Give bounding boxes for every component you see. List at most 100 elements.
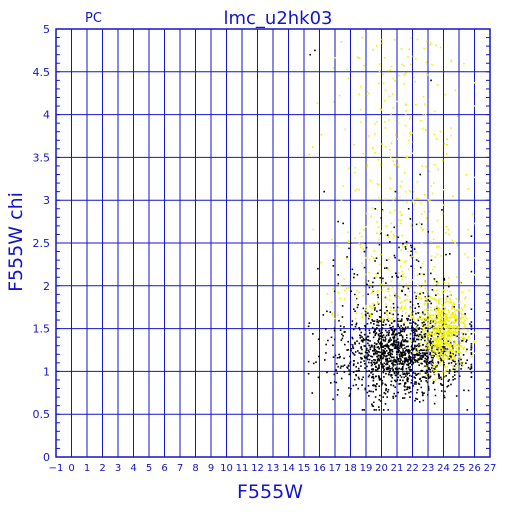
point-black [406, 376, 409, 379]
point-black [335, 381, 338, 384]
point-black [427, 387, 430, 390]
point-black [420, 386, 423, 389]
point-black [415, 329, 417, 331]
point-black [353, 273, 356, 275]
point-black [389, 324, 391, 327]
point-black [415, 312, 417, 315]
point-yellow [395, 197, 397, 199]
point-yellow [370, 315, 372, 318]
point-yellow [416, 274, 419, 276]
point-black [372, 373, 374, 376]
point-black [393, 339, 395, 341]
point-black [382, 334, 385, 336]
point-black [360, 361, 362, 364]
point-black [397, 320, 400, 322]
point-black [417, 382, 420, 385]
point-black [470, 376, 473, 379]
point-yellow [420, 226, 422, 229]
point-black [402, 348, 404, 350]
point-black [457, 360, 460, 362]
point-black [404, 383, 406, 385]
point-black [412, 361, 415, 364]
point-black [409, 359, 411, 361]
point-yellow [450, 325, 453, 328]
point-black [453, 365, 456, 367]
point-yellow [456, 309, 459, 312]
point-yellow [386, 268, 389, 271]
point-yellow [433, 266, 436, 268]
point-black [398, 347, 401, 349]
point-black [343, 331, 346, 333]
point-yellow [449, 290, 451, 293]
point-black [362, 341, 364, 343]
point-yellow [390, 222, 392, 225]
point-black [372, 281, 374, 284]
point-yellow [425, 347, 428, 350]
point-yellow [433, 133, 435, 136]
point-yellow [392, 77, 394, 80]
point-black [462, 354, 465, 356]
x-tick-label: 6 [161, 463, 167, 474]
point-yellow [442, 356, 444, 358]
point-yellow [400, 307, 402, 309]
point-black [346, 367, 349, 369]
point-yellow [438, 325, 440, 327]
point-black [423, 376, 425, 378]
point-black [403, 389, 406, 391]
point-black [383, 362, 386, 365]
point-yellow [394, 80, 396, 82]
point-black [402, 360, 404, 363]
point-yellow [455, 315, 458, 317]
point-yellow [444, 353, 446, 356]
point-black [359, 334, 361, 337]
point-yellow [430, 318, 433, 320]
point-black [409, 357, 411, 360]
point-yellow [421, 273, 423, 276]
point-yellow [435, 44, 437, 47]
point-black [429, 320, 432, 322]
point-black [405, 367, 408, 370]
point-black [406, 317, 408, 320]
point-yellow [444, 334, 446, 337]
point-black [407, 366, 410, 369]
point-yellow [441, 349, 444, 352]
point-black [378, 329, 381, 331]
point-yellow [413, 246, 416, 248]
point-yellow [340, 199, 343, 201]
point-yellow [433, 349, 436, 352]
point-black [377, 272, 379, 275]
point-black [461, 362, 463, 364]
point-yellow [443, 338, 445, 341]
point-black [386, 331, 388, 334]
point-black [403, 385, 406, 387]
point-yellow [426, 340, 429, 343]
point-black [411, 341, 413, 344]
point-yellow [444, 319, 446, 321]
point-black [423, 352, 426, 354]
point-yellow [384, 198, 386, 201]
point-black [327, 339, 329, 342]
point-black [338, 353, 340, 356]
point-black [391, 343, 393, 345]
point-yellow [448, 277, 450, 279]
point-yellow [331, 238, 333, 241]
point-black [430, 272, 432, 275]
point-yellow [456, 362, 459, 364]
point-yellow [407, 268, 410, 270]
point-black [387, 341, 390, 343]
point-yellow [413, 204, 416, 207]
point-yellow [434, 256, 437, 258]
point-yellow [389, 299, 391, 301]
point-black [339, 325, 342, 327]
point-black [387, 352, 389, 355]
point-black [391, 353, 393, 356]
point-black [413, 358, 415, 360]
point-black [399, 331, 402, 333]
point-black [354, 325, 357, 328]
point-yellow [421, 165, 423, 167]
point-black [414, 361, 417, 363]
point-yellow [412, 352, 415, 354]
point-black [383, 376, 385, 378]
point-black [372, 377, 375, 380]
point-black [393, 371, 396, 374]
